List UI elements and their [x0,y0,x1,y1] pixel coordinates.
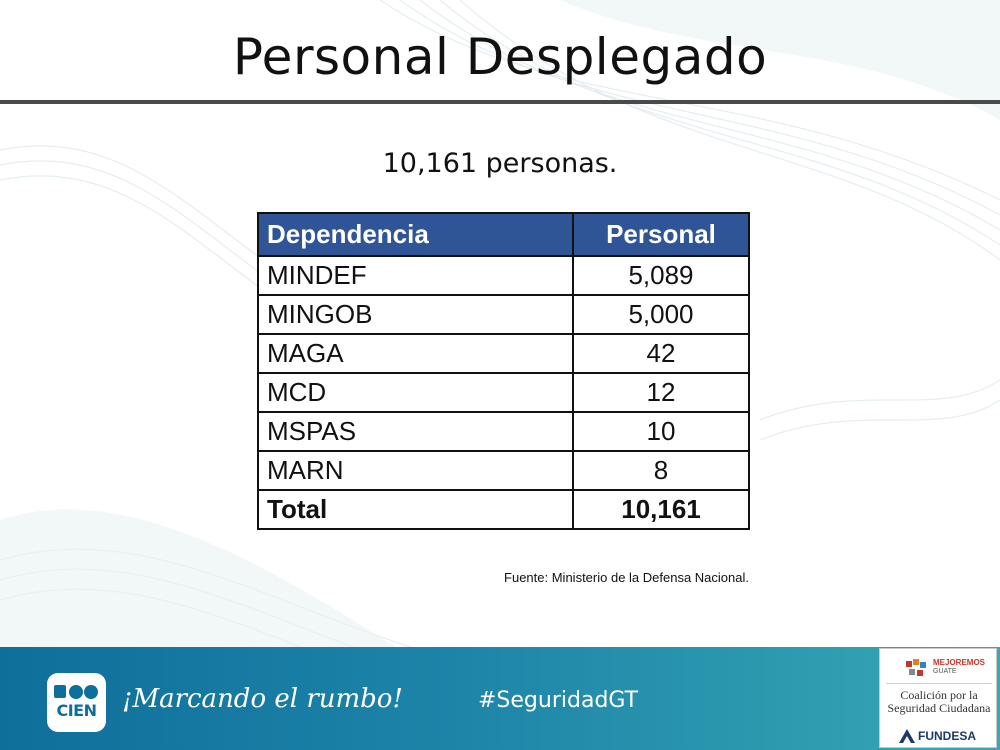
background-wave-decoration [0,0,1000,650]
table-row: MINDEF 5,089 [257,255,750,296]
personal-cell: 42 [572,333,750,374]
slide-title: Personal Desplegado [232,28,768,86]
personal-cell: 8 [572,450,750,491]
table-row: MINGOB 5,000 [257,294,750,335]
table-row: MAGA 42 [257,333,750,374]
column-header-dependencia: Dependencia [257,212,574,257]
table-row: MSPAS 10 [257,411,750,452]
fundesa-label: FUNDESA [918,729,977,743]
mejoremos-label: MEJOREMOS [933,658,986,667]
slide-subtitle: 10,161 personas. [382,148,618,179]
personal-cell: 10 [572,411,750,452]
table-header-row: Dependencia Personal [257,212,750,257]
cien-dots-icon [54,685,98,699]
coalicion-line-2: Seguridad Ciudadana [887,701,991,715]
personal-cell: 5,089 [572,255,750,296]
coalicion-line-1: Coalición por la [900,688,978,702]
footer-hashtag: #SeguridadGT [478,688,639,713]
total-label: Total [257,489,574,530]
dependencia-cell: MINDEF [257,255,574,296]
cien-logo: CIEN [47,673,106,732]
dependencia-cell: MCD [257,372,574,413]
partner-divider [886,683,992,684]
dependencia-cell: MARN [257,450,574,491]
dependencia-cell: MSPAS [257,411,574,452]
mejoremos-guate-icon [906,659,926,676]
footer-bar [0,647,1000,750]
personnel-table: Dependencia Personal MINDEF 5,089 MINGOB… [257,212,750,530]
guate-label: GUATE [933,668,957,675]
personal-cell: 12 [572,372,750,413]
footer-slogan: ¡Marcando el rumbo! [122,684,403,714]
dependencia-cell: MINGOB [257,294,574,335]
dependencia-cell: MAGA [257,333,574,374]
partner-logo-box: MEJOREMOS GUATE Coalición por la Segurid… [879,648,997,748]
source-note: Fuente: Ministerio de la Defensa Naciona… [504,570,749,585]
cien-logo-text: CIEN [56,701,97,720]
table-row: MARN 8 [257,450,750,491]
column-header-personal: Personal [572,212,750,257]
coalicion-text: Coalición por la Seguridad Ciudadana [880,689,998,715]
fundesa-icon [899,729,915,743]
table-row: MCD 12 [257,372,750,413]
table-total-row: Total 10,161 [257,489,750,530]
total-value: 10,161 [572,489,750,530]
personal-cell: 5,000 [572,294,750,335]
title-divider [0,100,1000,104]
